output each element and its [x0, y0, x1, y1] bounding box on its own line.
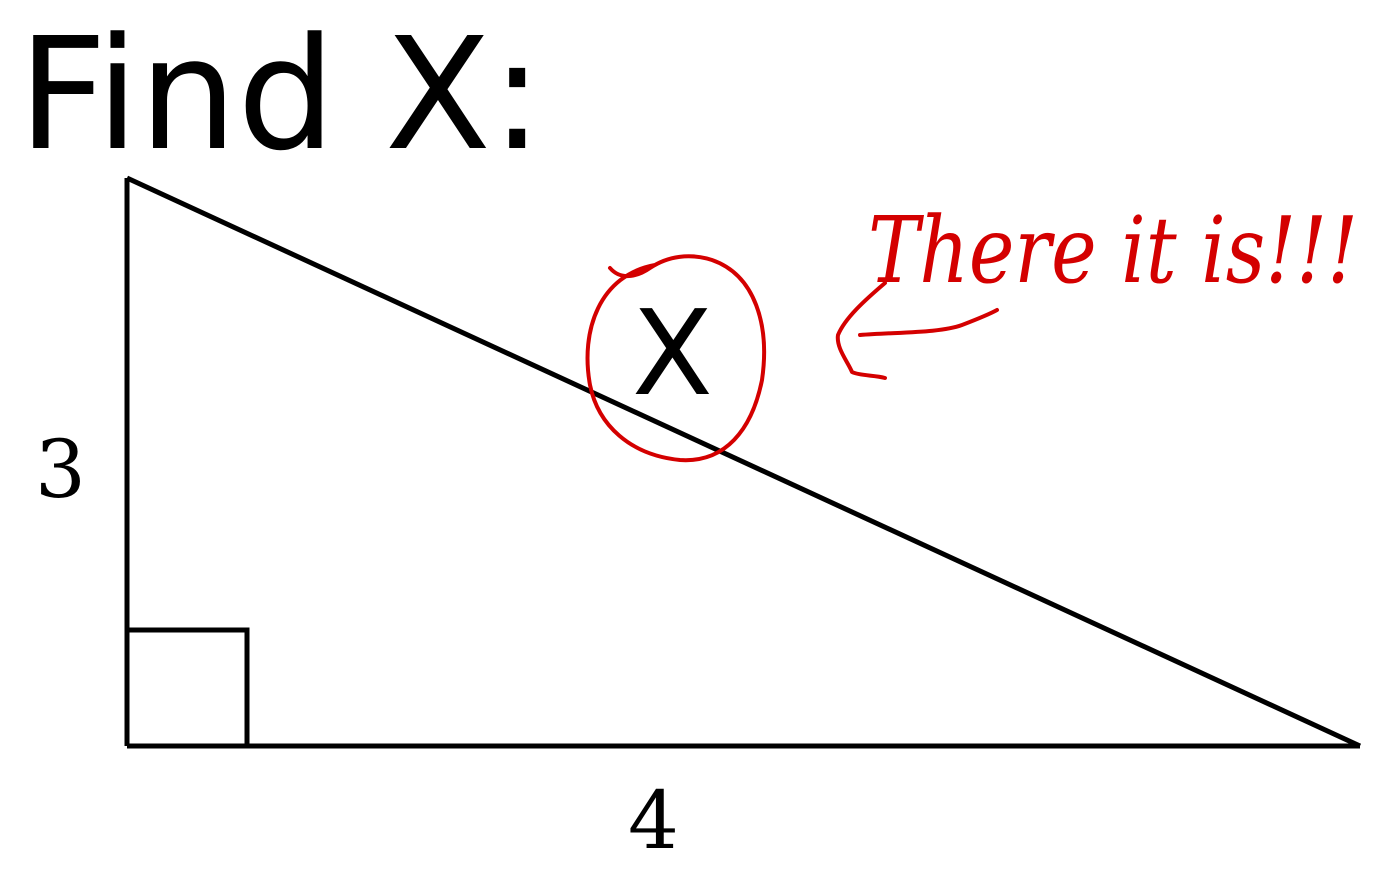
- base-side-label: 4: [628, 774, 679, 867]
- red-circle-annotation: [585, 254, 767, 463]
- red-arrow-annotation: [835, 281, 999, 380]
- annotation-text: There it is!!!: [868, 197, 1358, 304]
- vertical-side-label: 3: [35, 423, 86, 516]
- unknown-x-label: X: [632, 284, 713, 422]
- right-angle-marker: [127, 627, 250, 746]
- right-triangle: [124, 175, 1362, 749]
- triangle-hypotenuse: [125, 175, 1362, 749]
- page-title: Find X:: [18, 4, 543, 185]
